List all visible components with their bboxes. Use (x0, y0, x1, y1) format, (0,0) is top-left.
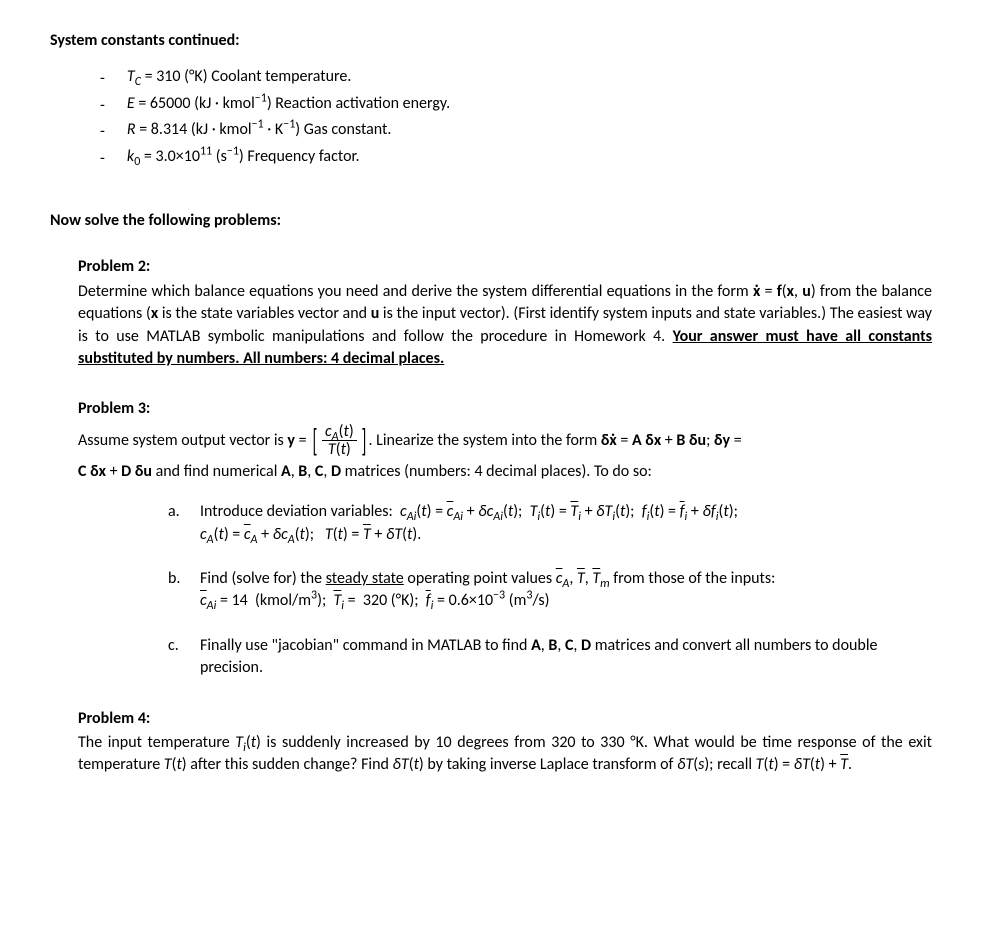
dash-bullet: - (100, 148, 105, 170)
problem-4: Problem 4: The input temperature Ti(t) i… (78, 708, 932, 777)
subitem-b: b. Find (solve for) the steady state ope… (168, 568, 932, 613)
constant-text: k0 = 3.0×1011 (s−1) Frequency factor. (127, 146, 360, 168)
subitem-text: Find (solve for) the steady state operat… (200, 568, 932, 613)
constant-text: TC = 310 (°K) Coolant temperature. (127, 66, 351, 88)
subitem-a: a. Introduce deviation variables: cAi(t)… (168, 501, 932, 546)
problem-3: Problem 3: Assume system output vector i… (78, 398, 932, 679)
problem-3-intro-line1: Assume system output vector is y = [cA(t… (78, 423, 932, 459)
problem-2-title: Problem 2: (78, 256, 932, 278)
constant-text: E = 65000 (kJ · kmol−1) Reaction activat… (127, 93, 450, 115)
subitem-label: c. (168, 635, 196, 657)
problem-4-body: The input temperature Ti(t) is suddenly … (78, 732, 932, 777)
subitem-text: Introduce deviation variables: cAi(t) = … (200, 501, 932, 546)
problem-3-title: Problem 3: (78, 398, 932, 420)
dash-bullet: - (100, 95, 105, 117)
subitem-label: a. (168, 501, 196, 523)
subitem-c: c. Finally use "jacobian" command in MAT… (168, 635, 932, 680)
problem-2: Problem 2: Determine which balance equat… (78, 256, 932, 370)
constant-text: R = 8.314 (kJ · kmol−1 · K−1) Gas consta… (127, 119, 392, 141)
dash-bullet: - (100, 68, 105, 90)
problem-4-title: Problem 4: (78, 708, 932, 730)
constant-item: - TC = 310 (°K) Coolant temperature. (100, 66, 932, 90)
constant-item: - E = 65000 (kJ · kmol−1) Reaction activ… (100, 93, 932, 117)
problem-2-body: Determine which balance equations you ne… (78, 281, 932, 371)
constants-heading: System constants continued: (50, 30, 932, 52)
constant-item: - k0 = 3.0×1011 (s−1) Frequency factor. (100, 146, 932, 170)
subitem-label: b. (168, 568, 196, 590)
constant-item: - R = 8.314 (kJ · kmol−1 · K−1) Gas cons… (100, 119, 932, 143)
problem-3-intro-line2: C δx + D δu and find numerical A, B, C, … (78, 461, 932, 483)
dash-bullet: - (100, 121, 105, 143)
subitem-text: Finally use "jacobian" command in MATLAB… (200, 635, 932, 680)
constants-list: - TC = 310 (°K) Coolant temperature. - E… (100, 66, 932, 170)
solve-heading: Now solve the following problems: (50, 210, 932, 232)
problem-3-sublist: a. Introduce deviation variables: cAi(t)… (168, 501, 932, 679)
